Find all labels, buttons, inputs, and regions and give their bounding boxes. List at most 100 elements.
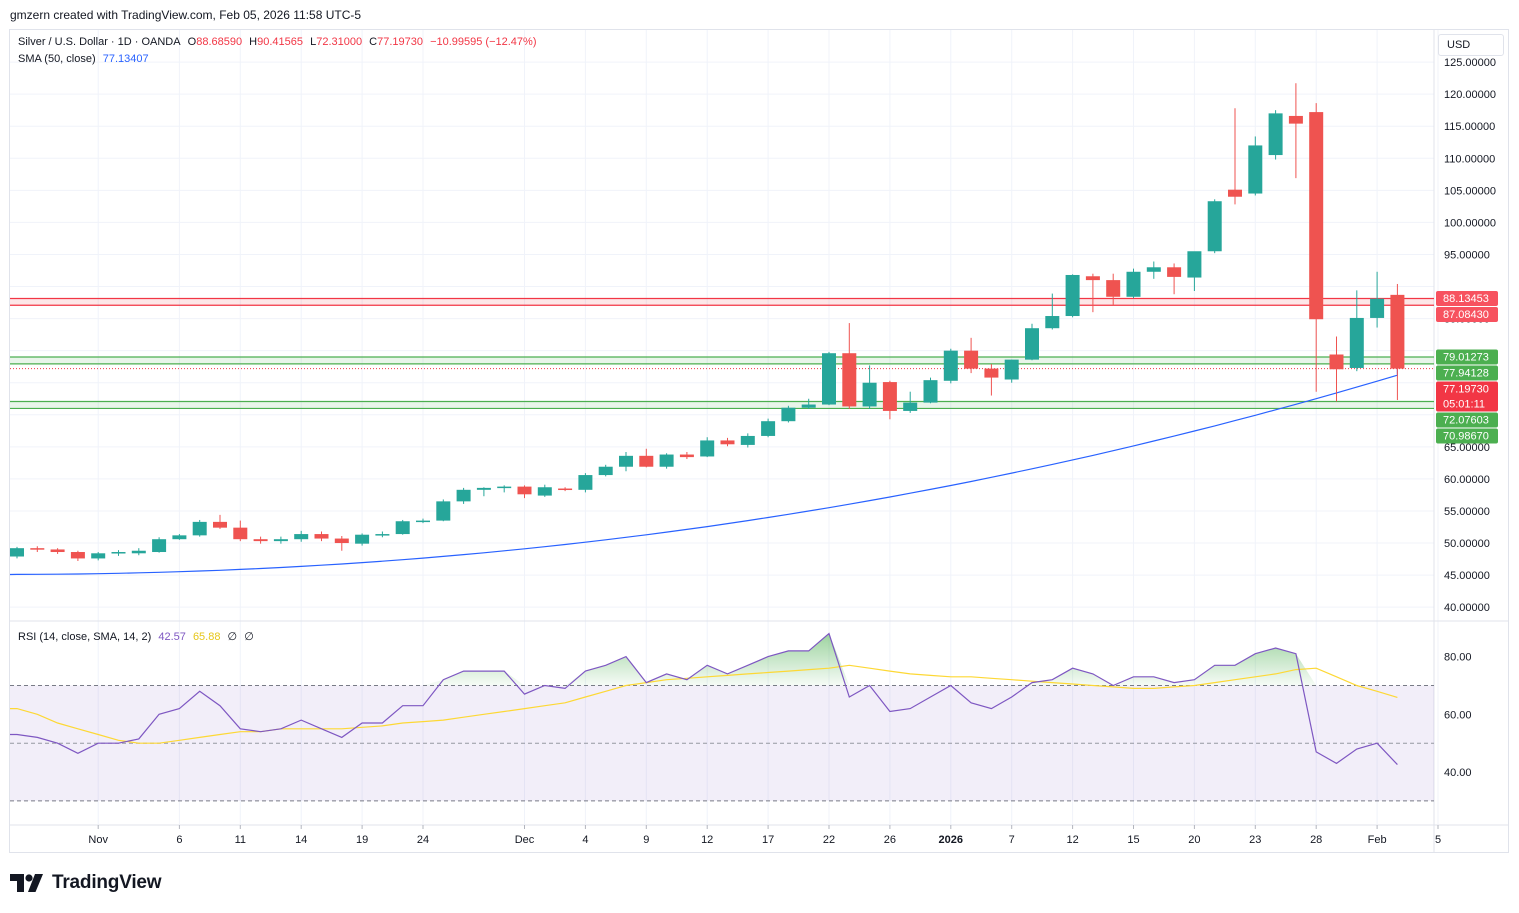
candle-body	[761, 421, 776, 436]
price-tick-label: 55.00000	[1444, 506, 1490, 518]
candle-body	[152, 539, 167, 553]
candle-body	[1065, 274, 1080, 317]
candle-body	[781, 407, 796, 422]
time-tick-label: 26	[884, 834, 896, 846]
candle-body	[172, 535, 187, 540]
price-band-0	[10, 298, 1434, 306]
candle-body	[964, 350, 979, 369]
candle-body	[923, 380, 938, 403]
time-tick-label: Dec	[515, 834, 535, 846]
price-tick-label: 125.00000	[1444, 57, 1496, 69]
close-value: 77.19730	[377, 36, 423, 48]
time-tick-label: 6	[176, 834, 182, 846]
price-badge-label: 87.08430	[1443, 309, 1489, 321]
rsi-overbought-fill	[17, 633, 1398, 686]
rsi-tick-label: 60.00	[1444, 709, 1472, 721]
price-tick-label: 50.00000	[1444, 538, 1490, 550]
time-tick-label: 19	[356, 834, 368, 846]
time-tick-label: 7	[1009, 834, 1015, 846]
candle-body	[456, 489, 471, 502]
candle-body	[740, 435, 755, 445]
candle-body	[91, 553, 106, 559]
price-badge	[1436, 381, 1498, 412]
candle-body	[1207, 201, 1222, 252]
candle-body	[395, 521, 410, 535]
candle-body	[253, 539, 268, 542]
price-tick-label: 45.00000	[1444, 570, 1490, 582]
candle-body	[50, 549, 65, 553]
price-tick-label: 60.00000	[1444, 474, 1490, 486]
price-tick-label: 115.00000	[1444, 121, 1495, 133]
candle-body	[1025, 328, 1039, 360]
candle-body	[1106, 280, 1121, 297]
candle-body	[619, 455, 633, 467]
candle-body	[1349, 317, 1364, 368]
candle-body	[1004, 359, 1019, 380]
price-badge-label: 72.07603	[1443, 414, 1489, 426]
candle-body	[801, 404, 816, 408]
time-tick-label: 9	[643, 834, 649, 846]
time-tick-label: Feb	[1368, 834, 1387, 846]
candle-body	[862, 382, 877, 407]
time-tick-label: 24	[417, 834, 429, 846]
price-badge	[1436, 428, 1498, 444]
candle-body	[314, 534, 329, 539]
candle-body	[578, 475, 593, 490]
candle-body	[720, 440, 735, 445]
candle-body	[882, 382, 897, 411]
candle-body	[273, 539, 288, 542]
price-badge	[1436, 412, 1498, 428]
candle-body	[1309, 112, 1324, 320]
sma-legend[interactable]: SMA (50, close) 77.13407	[18, 53, 153, 65]
candle-body	[598, 466, 613, 476]
time-tick-label: 12	[701, 834, 713, 846]
candle-body	[10, 548, 24, 557]
rsi-value: 42.57	[158, 631, 186, 643]
price-badge	[1436, 290, 1498, 306]
candle-body	[1187, 251, 1202, 278]
time-tick-label: 12	[1066, 834, 1078, 846]
tradingview-logo[interactable]: TradingView	[10, 872, 162, 894]
price-badge-label: 88.13453	[1443, 293, 1489, 305]
candle-body	[294, 534, 309, 540]
time-tick-label: 17	[762, 834, 774, 846]
countdown-label: 05:01:11	[1443, 398, 1485, 410]
candle-body	[375, 534, 390, 536]
candle-body	[1288, 115, 1303, 124]
candle-body	[1228, 189, 1242, 197]
candle-body	[1268, 113, 1283, 156]
candle-body	[436, 501, 451, 521]
candle-body	[476, 487, 491, 490]
rsi-extra-1: ∅	[227, 631, 238, 643]
price-badge-label: 79.01273	[1443, 351, 1489, 363]
candle-body	[192, 521, 207, 536]
change-value: −10.99595 (−12.47%)	[430, 36, 537, 48]
candle-body	[334, 538, 349, 544]
open-value: 88.68590	[196, 36, 243, 48]
candle-body	[233, 527, 248, 540]
currency-selector[interactable]: USD	[1438, 34, 1504, 56]
candle-body	[842, 353, 857, 407]
rsi-tick-label: 40.00	[1444, 767, 1472, 779]
rsi-label: RSI (14, close, SMA, 14, 2)	[18, 631, 152, 643]
rsi-legend[interactable]: RSI (14, close, SMA, 14, 2) 42.57 65.88 …	[18, 630, 258, 643]
symbol-label[interactable]: Silver / U.S. Dollar · 1D · OANDA	[18, 36, 181, 48]
chart-attribution: gmzern created with TradingView.com, Feb…	[10, 8, 362, 22]
price-tick-label: 105.00000	[1444, 185, 1496, 197]
candle-body	[497, 486, 512, 489]
price-tick-label: 120.00000	[1444, 89, 1496, 101]
time-tick-label: 15	[1127, 834, 1139, 846]
candle-body	[1146, 267, 1161, 272]
candle-body	[558, 488, 573, 491]
rsi-tick-label: 80.00	[1444, 652, 1472, 664]
candle-body	[639, 455, 654, 467]
price-tick-label: 100.00000	[1444, 217, 1496, 229]
price-badge	[1436, 349, 1498, 365]
high-label: H	[249, 36, 258, 48]
price-badge-label: 77.94128	[1443, 367, 1489, 379]
candle-body	[1390, 294, 1405, 369]
candle-body	[70, 552, 85, 559]
price-band-1	[10, 356, 1434, 364]
low-label: L	[310, 36, 317, 48]
